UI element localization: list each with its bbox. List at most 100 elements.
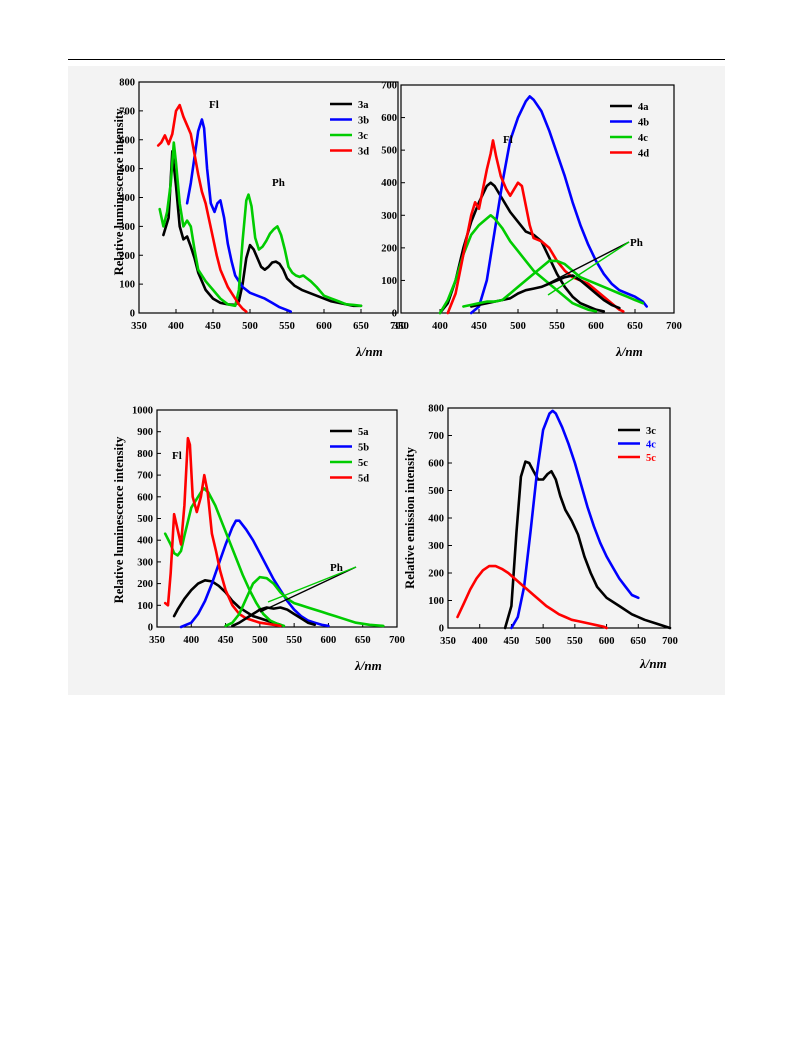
x-tick-label: 700 xyxy=(389,635,405,646)
chart-3-series: 350 400 450 500 550 600 650 7000100200300400500… xyxy=(112,78,406,360)
legend-label: 5c xyxy=(358,458,368,469)
y-tick-label: 300 xyxy=(381,211,397,222)
x-tick-label: 700 xyxy=(666,321,682,332)
legend-label: 3b xyxy=(358,116,369,127)
chart-4-legend: 4a 4b 4c 4d xyxy=(544,102,649,296)
chart-4-lines xyxy=(438,95,648,315)
y-tick-label: 100 xyxy=(137,601,153,612)
legend-label: 3a xyxy=(358,100,369,111)
chart-5-series: 350 400 450 500 550 600 650 700 0 100 200 300 400 500… xyxy=(112,406,405,674)
series-line-5a xyxy=(172,579,282,627)
y-tick-label: 0 xyxy=(130,309,135,320)
y-tick-label: 600 xyxy=(137,492,153,503)
series-line-3c xyxy=(503,460,672,630)
ph-annotation-pointer xyxy=(544,241,630,286)
x-tick-label: 500 xyxy=(242,321,258,332)
legend-label: 3d xyxy=(358,147,369,158)
legend-label: 4d xyxy=(638,149,649,160)
chart-emission-xlabel: λ/nm xyxy=(639,656,667,671)
chart-emission-legend: 3c 4c 5c xyxy=(618,426,656,464)
series-line-4c xyxy=(438,214,598,315)
series-line-3d xyxy=(156,103,248,313)
y-tick-label: 400 xyxy=(381,178,397,189)
ph-annotation-pointer xyxy=(259,566,357,613)
chart-4-ph-annotation: Ph xyxy=(630,237,643,249)
y-tick-label: 600 xyxy=(381,113,397,124)
x-tick-label: 450 xyxy=(218,635,234,646)
chart-3-ph-annotation: Ph xyxy=(272,177,285,189)
series-line-3c xyxy=(158,141,363,308)
chart-5-axes: 350 400 450 500 550 600 650 700 0 100 200 300 400 500… xyxy=(132,406,405,647)
chart-emission-series: 350 400 450 500 550 600 650 700 0 100 200 300 400 500… xyxy=(403,404,678,672)
y-tick-label: 800 xyxy=(119,78,135,89)
x-tick-label: 450 xyxy=(471,321,487,332)
chart-5-ph-annotation: Ph xyxy=(330,562,343,574)
x-tick-label: 650 xyxy=(630,636,646,647)
y-tick-label: 200 xyxy=(119,251,135,262)
x-tick-label: 550 xyxy=(286,635,302,646)
y-tick-label: 200 xyxy=(428,569,444,580)
y-tick-label: 800 xyxy=(428,404,444,415)
chart-5-xlabel: λ/nm xyxy=(354,658,382,673)
series-line-5c-ph xyxy=(224,575,385,628)
chart-5-ylabel: Relative luminescence intensity xyxy=(112,436,126,603)
legend-label: 5d xyxy=(358,474,369,485)
ph-annotation-pointer xyxy=(547,241,630,296)
y-tick-label: 700 xyxy=(428,431,444,442)
y-tick-label: 100 xyxy=(119,280,135,291)
y-tick-label: 500 xyxy=(381,146,397,157)
series-line-3b xyxy=(185,118,292,313)
x-tick-label: 400 xyxy=(183,635,199,646)
x-tick-label: 400 xyxy=(168,321,184,332)
x-tick-label: 650 xyxy=(355,635,371,646)
y-tick-label: 400 xyxy=(137,536,153,547)
y-tick-label: 700 xyxy=(137,471,153,482)
chart-4-xlabel: λ/nm xyxy=(615,344,643,359)
page-header-rule xyxy=(68,59,725,60)
series-line-5b xyxy=(179,519,330,629)
y-tick-label: 600 xyxy=(119,135,135,146)
y-tick-label: 700 xyxy=(381,81,397,92)
y-tick-label: 300 xyxy=(137,557,153,568)
chart-5-fl-annotation: Fl xyxy=(172,450,182,462)
legend-label: 4c xyxy=(638,133,648,144)
y-tick-label: 400 xyxy=(119,193,135,204)
legend-label: 5b xyxy=(358,443,369,454)
y-tick-label: 0 xyxy=(392,309,397,320)
y-tick-label: 500 xyxy=(119,164,135,175)
series-line-5c xyxy=(456,564,608,630)
y-tick-label: 500 xyxy=(428,486,444,497)
y-tick-label: 100 xyxy=(381,276,397,287)
x-tick-label: 600 xyxy=(588,321,604,332)
y-tick-label: 0 xyxy=(148,623,153,634)
plot-frame xyxy=(400,84,675,314)
chart-5-lines xyxy=(163,436,385,629)
x-tick-label: 700 xyxy=(662,636,678,647)
x-tick-label: 650 xyxy=(627,321,643,332)
series-line-4c xyxy=(510,409,640,630)
legend-label: 5c xyxy=(646,453,656,464)
x-tick-label: 550 xyxy=(567,636,583,647)
y-tick-label: 800 xyxy=(137,449,153,460)
y-tick-label: 100 xyxy=(428,596,444,607)
x-tick-label: 650 xyxy=(353,321,369,332)
y-tick-label: 600 xyxy=(428,459,444,470)
series-line-5a-ph xyxy=(231,606,316,628)
x-tick-label: 600 xyxy=(599,636,615,647)
y-tick-label: 200 xyxy=(381,243,397,254)
chart-4-axes: 350 400 450 500 550 600 650 7000100200300400500… xyxy=(381,81,682,333)
y-tick-label: 500 xyxy=(137,514,153,525)
legend-label: 3c xyxy=(646,426,656,437)
chart-4-fl-annotation: Fl xyxy=(503,134,513,146)
y-tick-label: 200 xyxy=(137,579,153,590)
legend-label: 3c xyxy=(358,131,368,142)
series-line-4d xyxy=(446,139,625,315)
y-tick-label: 0 xyxy=(439,624,444,635)
chart-4-series: 350 400 450 500 550 600 650 7000100200300400500… xyxy=(381,81,682,360)
x-tick-label: 350 xyxy=(440,636,456,647)
x-tick-label: 550 xyxy=(279,321,295,332)
x-tick-label: 500 xyxy=(535,636,551,647)
series-line-4c-ph xyxy=(462,259,645,308)
y-tick-label: 900 xyxy=(137,427,153,438)
chart-5-legend: 5a 5b 5c 5d xyxy=(259,427,369,613)
